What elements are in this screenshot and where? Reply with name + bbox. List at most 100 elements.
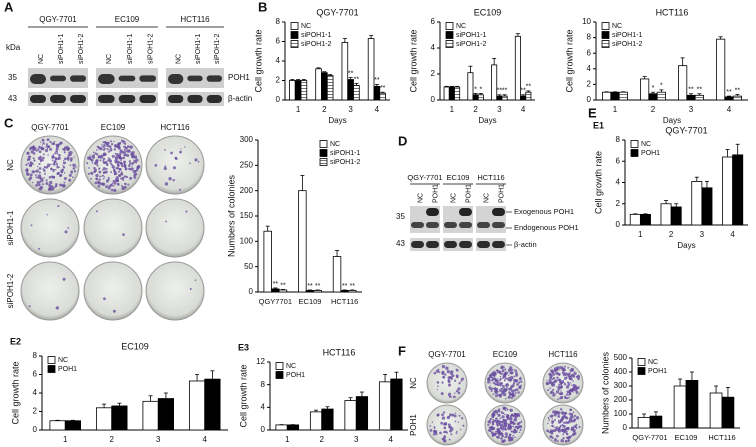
colony: [108, 159, 113, 163]
colony: [45, 182, 49, 186]
bar: [660, 203, 672, 226]
colony: [513, 375, 516, 378]
colony: [451, 413, 455, 417]
colony: [565, 393, 569, 396]
colony: [62, 168, 64, 171]
significance: **: [688, 87, 694, 94]
colony: [56, 143, 60, 147]
x-tick-label: 4: [730, 230, 735, 239]
colony: [121, 164, 124, 168]
colony: [451, 374, 455, 378]
bar: [448, 86, 455, 101]
colony: [454, 392, 456, 394]
colony: [112, 180, 116, 183]
colony: [106, 184, 109, 187]
bar: [525, 91, 532, 101]
legend-label: siPOH1-2: [301, 41, 331, 48]
colony: [563, 421, 566, 424]
blot-band: [477, 222, 490, 228]
x-tick-label: 4: [203, 435, 208, 444]
colony: [33, 148, 35, 150]
colony: [26, 172, 29, 175]
colony: [107, 186, 111, 190]
colony: [168, 177, 172, 181]
bar: [275, 424, 288, 431]
colony: [96, 173, 99, 176]
blot-band: [477, 241, 490, 248]
colony: [98, 178, 101, 181]
colony: [501, 434, 504, 437]
colony: [572, 391, 574, 393]
colony: [122, 233, 125, 236]
colony: [104, 170, 108, 174]
y-tick-label: 0: [623, 423, 628, 432]
blot-band: [30, 74, 46, 84]
y-tick-label: 8: [261, 380, 266, 389]
colony: [554, 438, 557, 440]
significance: **: [348, 70, 354, 77]
colony: [561, 411, 564, 414]
colony: [501, 412, 503, 415]
colony: [108, 145, 112, 148]
colony: [102, 145, 105, 148]
colony: [494, 430, 498, 433]
bar: [204, 378, 221, 431]
colony: [109, 140, 113, 143]
cell-line: HCT116: [160, 123, 190, 132]
legend-label: siPOH1-1: [456, 32, 486, 39]
colony: [39, 177, 42, 180]
colony: [122, 151, 125, 155]
y-tick-label: 200: [614, 395, 628, 404]
x-tick-label: 1: [613, 105, 618, 114]
colony: [115, 166, 118, 170]
bar: [678, 65, 688, 101]
bar: [294, 80, 302, 101]
colony: [502, 421, 506, 424]
y-tick-label: 300: [240, 135, 254, 144]
colony: [75, 166, 77, 168]
colony: [63, 151, 66, 154]
y-tick-label: 100: [614, 409, 628, 418]
colony: [494, 380, 497, 383]
colony: [111, 143, 114, 146]
colony: [509, 386, 512, 389]
colony: [569, 368, 573, 373]
legend-label: POH1: [648, 368, 667, 375]
blot-band: [187, 75, 203, 82]
colony: [57, 157, 60, 160]
colony: [511, 384, 515, 387]
colony: [512, 425, 515, 428]
legend-swatch: [290, 31, 299, 39]
legend-label: NC: [612, 23, 622, 30]
legend-swatch: [445, 31, 454, 39]
colony: [562, 373, 566, 377]
colony: [128, 164, 131, 167]
significance: **: [497, 88, 503, 95]
significance: **: [307, 283, 313, 290]
rotated-label: NC: [176, 54, 183, 64]
colony: [565, 432, 568, 435]
colony: [30, 146, 34, 150]
colony: [560, 382, 563, 386]
colony: [116, 164, 120, 167]
x-tick-label: 4: [389, 435, 394, 444]
colony: [113, 181, 117, 185]
legend-label: POH1: [286, 372, 305, 379]
y-tick-label: 300: [614, 381, 628, 390]
colony: [111, 154, 115, 158]
bar: [629, 213, 641, 226]
colony: [499, 383, 502, 387]
colony: [497, 378, 499, 380]
colony: [53, 156, 56, 159]
colony: [97, 182, 100, 185]
colony: [510, 418, 512, 420]
cell-line: EC109: [101, 123, 126, 132]
legend-label: NC: [641, 141, 651, 148]
colony: [49, 180, 53, 185]
colony: [508, 371, 510, 373]
colony: [551, 424, 553, 427]
bar: [298, 190, 307, 293]
colony: [573, 425, 577, 428]
legend-swatch: [275, 371, 284, 379]
colony: [128, 160, 131, 163]
